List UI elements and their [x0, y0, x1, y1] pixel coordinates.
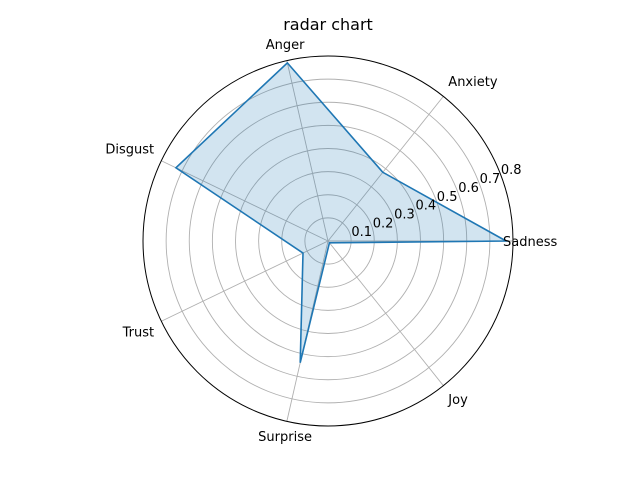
chart-title: radar chart: [283, 15, 373, 34]
category-label-anger: Anger: [266, 38, 305, 53]
radial-tick-label-0: 0.1: [351, 225, 372, 240]
grid-spoke-4: [161, 240, 329, 322]
series: [174, 61, 510, 363]
category-label-surprise: Surprise: [258, 430, 312, 445]
category-label-disgust: Disgust: [105, 142, 154, 157]
series-line: [174, 61, 510, 363]
grid-spoke-6: [327, 240, 444, 386]
grid-spoke-1: [327, 96, 444, 242]
category-label-joy: Joy: [447, 393, 468, 408]
radial-tick-label-4: 0.5: [437, 190, 458, 205]
category-labels: Sadness Anxiety Anger Disgust Trust Surprise J…: [105, 38, 557, 445]
radial-tick-label-7: 0.8: [501, 163, 522, 178]
grid-spoke-3: [161, 160, 329, 242]
radial-tick-label-2: 0.3: [394, 208, 415, 223]
category-label-anxiety: Anxiety: [448, 75, 498, 90]
radial-tick-label-6: 0.7: [480, 172, 501, 187]
polar-frame: [142, 55, 514, 427]
category-label-trust: Trust: [122, 326, 154, 341]
radial-tick-labels: 0.10.20.30.40.50.60.70.8: [351, 163, 521, 240]
radial-tick-label-1: 0.2: [373, 216, 394, 231]
category-label-sadness: Sadness: [503, 235, 557, 250]
series-area: [175, 62, 507, 363]
radial-tick-label-3: 0.4: [416, 199, 437, 214]
radial-tick-label-5: 0.6: [458, 181, 479, 196]
grid-spoke-2: [286, 60, 329, 242]
